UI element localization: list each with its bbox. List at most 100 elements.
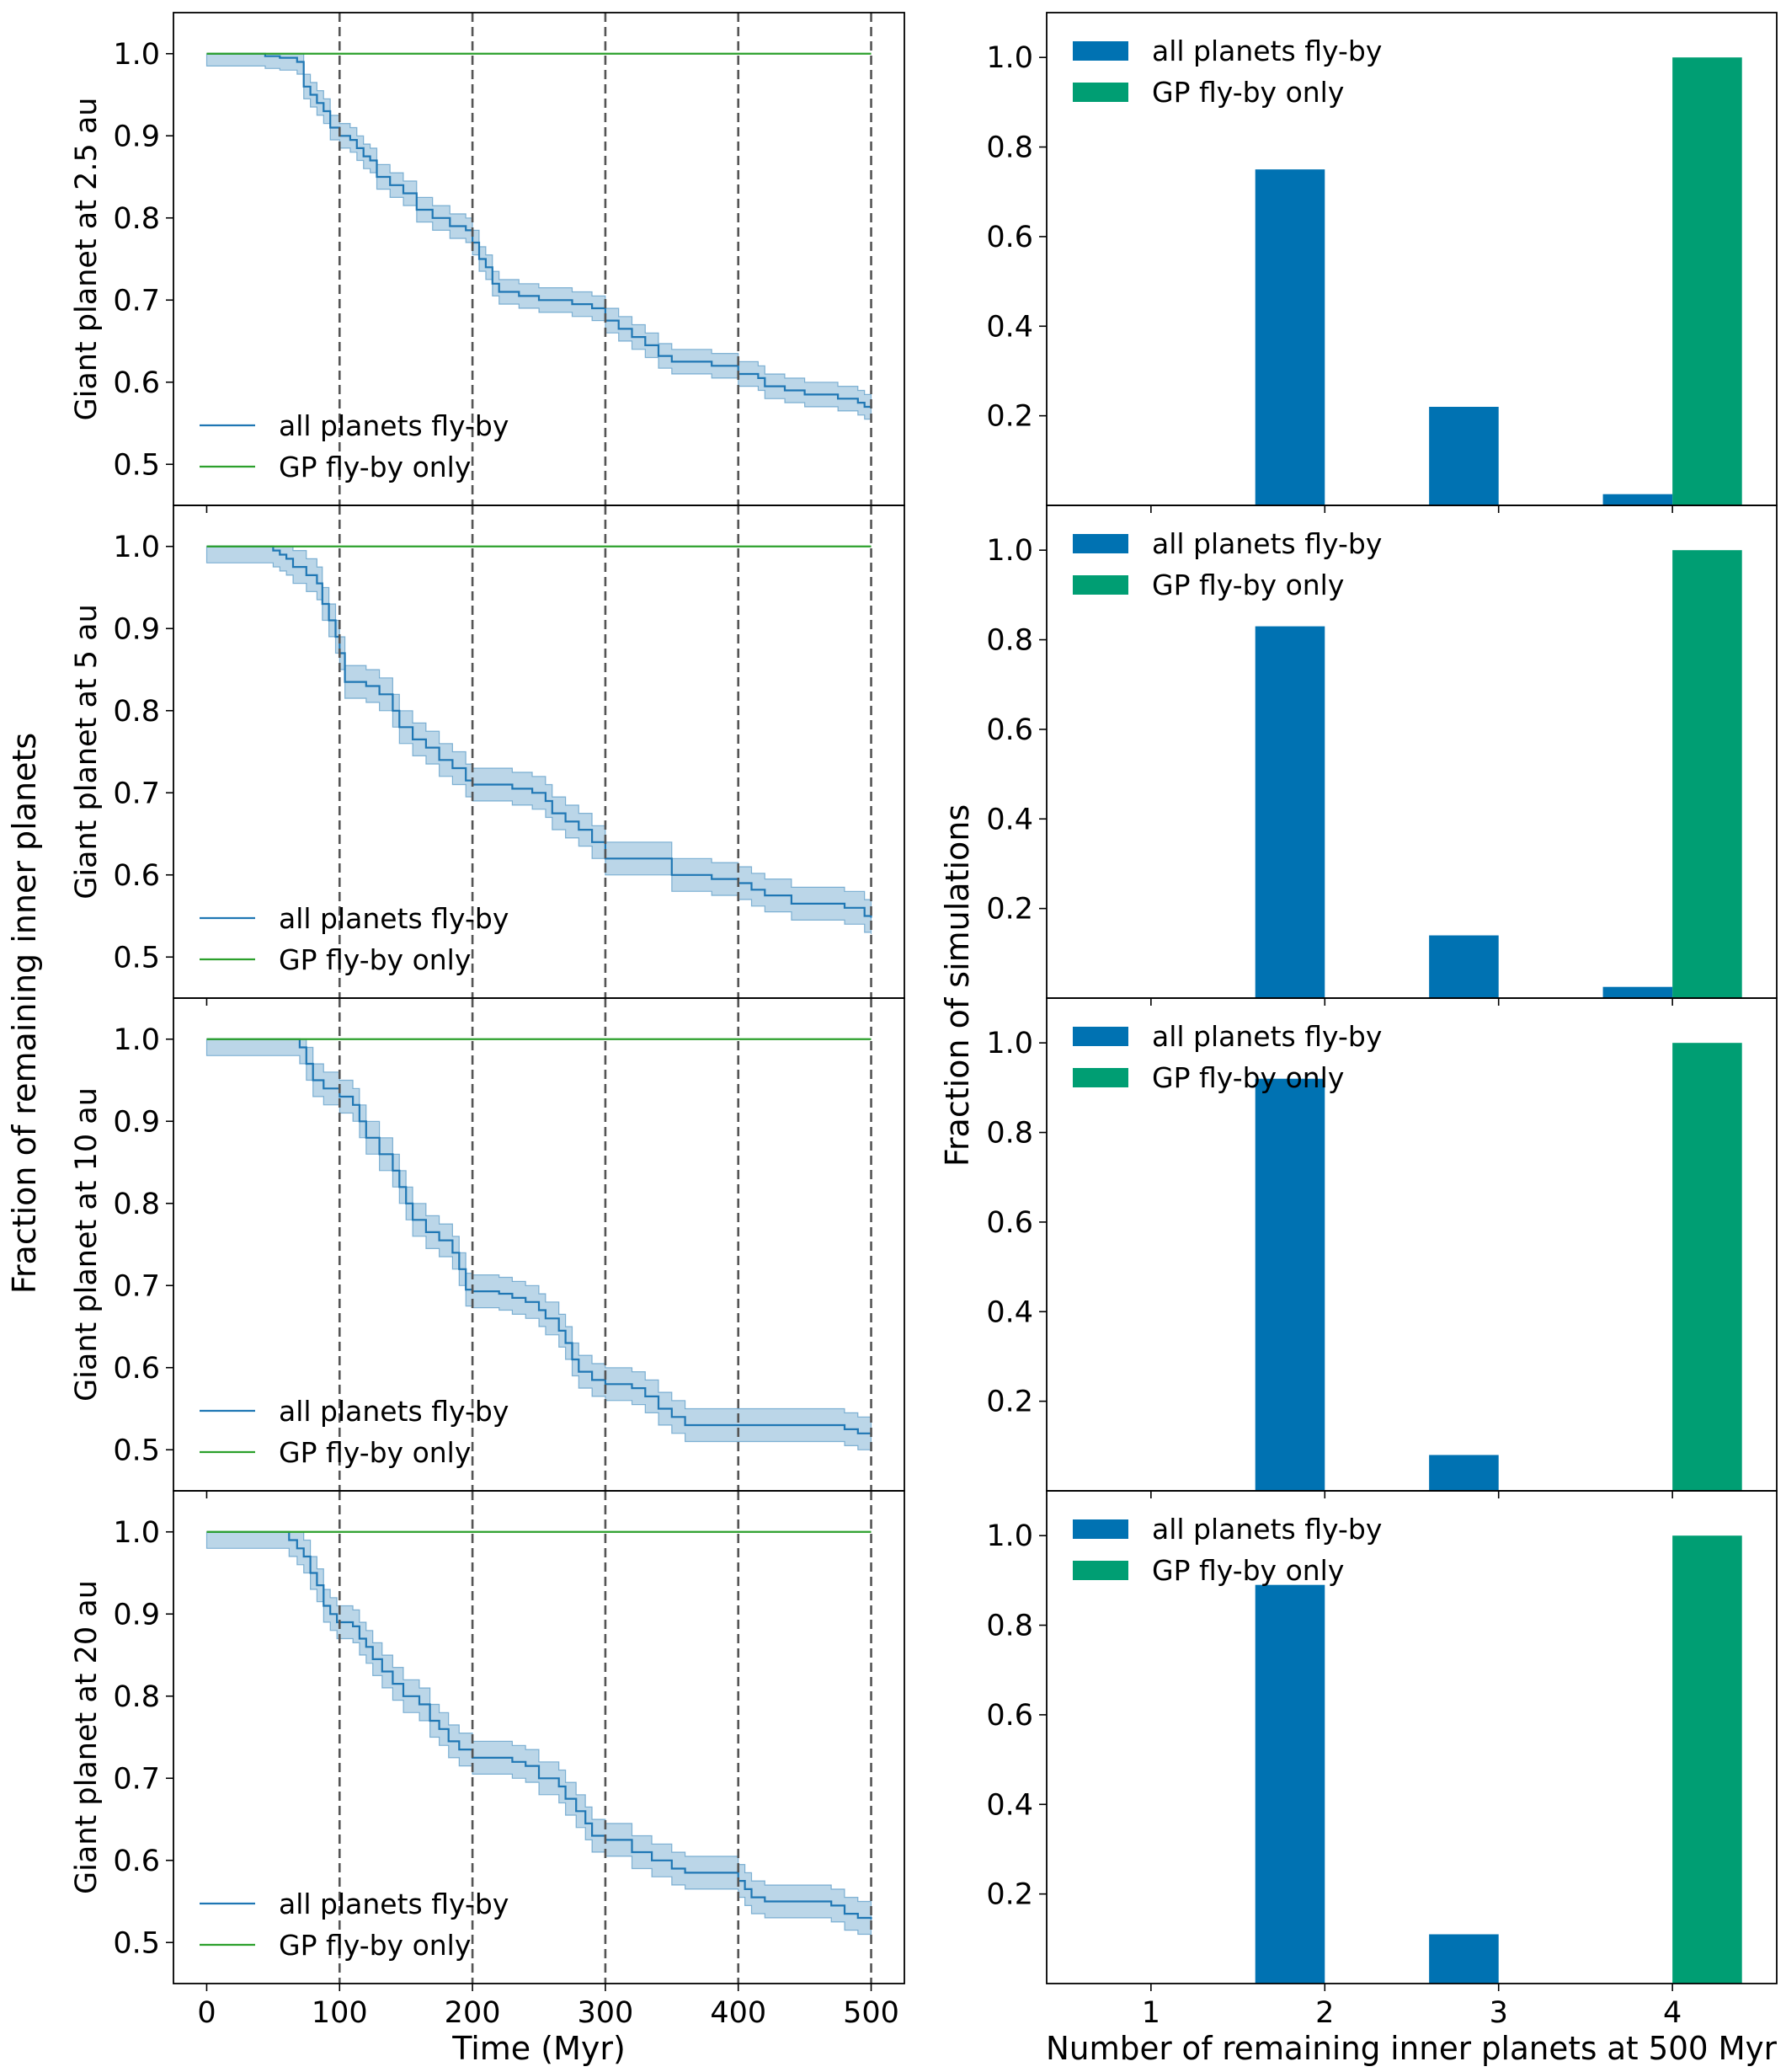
legend-label-all-planets: all planets fly-by — [1152, 35, 1382, 67]
bar-all-planets-3 — [1429, 1455, 1499, 1491]
confidence-band — [205, 1531, 872, 1936]
bar-all-planets-3 — [1429, 935, 1499, 998]
ytick-label: 0.8 — [986, 1117, 1033, 1151]
legend-line-2: all planets fly-by GP fly-by only — [200, 902, 509, 976]
xtick-label-right: 4 — [1663, 1996, 1682, 2030]
ytick-label: 1.0 — [113, 1023, 160, 1057]
left-xlabel: Time (Myr) — [451, 2030, 626, 2067]
confidence-band — [205, 53, 872, 421]
ytick-label: 0.5 — [113, 1434, 160, 1467]
ytick-label: 0.9 — [113, 1598, 160, 1631]
ytick-label: 0.8 — [113, 1680, 160, 1714]
panel-ylabel: Giant planet at 2.5 au — [70, 98, 104, 421]
legend-label-gp-only: GP fly-by only — [1152, 76, 1344, 109]
bar-all-planets-2 — [1255, 1584, 1325, 1984]
legend-line-4: all planets fly-by GP fly-by only — [200, 1888, 509, 1962]
legend-swatch-gp-only — [1073, 1068, 1128, 1087]
legend-label-gp-only: GP fly-by only — [279, 943, 471, 976]
legend-label-gp-only: GP fly-by only — [1152, 1554, 1344, 1587]
legend-bar-4: all planets fly-by GP fly-by only — [1073, 1513, 1382, 1587]
confidence-band — [205, 546, 872, 934]
bar-gp-only-4 — [1672, 1043, 1742, 1491]
ytick-label: 0.7 — [113, 284, 160, 318]
xtick-label-right: 3 — [1490, 1996, 1508, 2030]
ytick-label: 0.5 — [113, 448, 160, 482]
ytick-label: 0.8 — [986, 131, 1033, 165]
legend-label-gp-only: GP fly-by only — [279, 1929, 471, 1962]
legend-label-gp-only: GP fly-by only — [279, 1436, 471, 1469]
legend-label-all-planets: all planets fly-by — [279, 409, 509, 442]
ytick-label: 0.6 — [113, 1845, 160, 1878]
legend-swatch-all-planets — [1073, 1027, 1128, 1046]
left-shared-ylabel: Fraction of remaining inner planets — [6, 733, 43, 1294]
legend-line-3: all planets fly-by GP fly-by only — [200, 1395, 509, 1469]
ytick-label: 0.8 — [986, 624, 1033, 658]
all-planets-line — [206, 1530, 872, 1920]
ytick-label: 0.9 — [113, 612, 160, 646]
bar-panel-1: 0.2 0.4 0.6 0.8 1.0 — [986, 12, 1778, 513]
ytick-label: 0.2 — [986, 1878, 1033, 1912]
xtick-label-right: 2 — [1315, 1996, 1334, 2030]
ytick-label: 0.8 — [113, 1188, 160, 1221]
right-xlabel: Number of remaining inner planets at 500… — [1046, 2030, 1777, 2067]
line-panel-4: 0.5 0.6 0.7 0.8 0.9 1.0 Giant planet at 20 au — [70, 1490, 905, 1991]
line-panel-1: 0.5 0.6 0.7 0.8 0.9 1.0 Giant planet at 2.5 au — [70, 12, 905, 513]
ytick-label: 0.6 — [113, 859, 160, 893]
ytick-label: 0.9 — [113, 120, 160, 153]
panel-ylabel: Giant planet at 5 au — [70, 604, 104, 900]
legend-swatch-gp-only — [1073, 1561, 1128, 1580]
xtick-label-left: 400 — [710, 1996, 766, 2030]
legend-bar-1: all planets fly-by GP fly-by only — [1073, 35, 1382, 109]
ytick-label: 1.0 — [986, 41, 1033, 75]
legend-swatch-gp-only — [1073, 575, 1128, 595]
line-panel-3: 0.5 0.6 0.7 0.8 0.9 1.0 Giant planet at 10 au — [70, 997, 905, 1498]
bar-all-planets-2 — [1255, 169, 1325, 506]
bar-gp-only-4 — [1672, 57, 1742, 505]
ytick-label: 0.6 — [986, 713, 1033, 747]
ytick-label: 1.0 — [986, 1519, 1033, 1553]
confidence-band — [205, 1039, 872, 1452]
ytick-label: 0.4 — [986, 803, 1033, 836]
xtick-label-left: 200 — [445, 1996, 501, 2030]
ytick-label: 0.7 — [113, 1269, 160, 1303]
all-planets-line — [206, 52, 872, 409]
bar-all-planets-3 — [1429, 1934, 1499, 1984]
bar-panel-4: 0.2 0.4 0.6 0.8 1.0 — [986, 1490, 1778, 1991]
line-panel-2: 0.5 0.6 0.7 0.8 0.9 1.0 Giant planet at 5 au — [70, 505, 905, 1006]
panel-ylabel: Giant planet at 10 au — [70, 1087, 104, 1402]
legend-label-gp-only: GP fly-by only — [1152, 569, 1344, 601]
ytick-label: 0.5 — [113, 941, 160, 975]
legend-label-all-planets: all planets fly-by — [1152, 1513, 1382, 1546]
xtick-label-left: 500 — [843, 1996, 899, 2030]
bar-all-planets-2 — [1255, 626, 1325, 998]
xtick-label-left: 0 — [197, 1996, 216, 2030]
legend-label-gp-only: GP fly-by only — [1152, 1061, 1344, 1094]
legend-swatch-all-planets — [1073, 534, 1128, 553]
axes-frame — [173, 1490, 905, 1984]
all-planets-line — [206, 545, 872, 918]
bar-panel-3: 0.2 0.4 0.6 0.8 1.0 — [986, 997, 1778, 1498]
ytick-label: 0.6 — [986, 221, 1033, 254]
ytick-label: 0.8 — [113, 202, 160, 236]
legend-label-gp-only: GP fly-by only — [279, 451, 471, 483]
xtick-label-left: 300 — [578, 1996, 634, 2030]
legend-bar-3: all planets fly-by GP fly-by only — [1073, 1020, 1382, 1094]
legend-label-all-planets: all planets fly-by — [1152, 527, 1382, 560]
ytick-label: 1.0 — [986, 1027, 1033, 1060]
ytick-label: 1.0 — [113, 531, 160, 564]
legend-line-1: all planets fly-by GP fly-by only — [200, 409, 509, 483]
ytick-label: 0.4 — [986, 310, 1033, 344]
legend-swatch-gp-only — [1073, 83, 1128, 102]
ytick-label: 0.7 — [113, 1762, 160, 1796]
legend-label-all-planets: all planets fly-by — [279, 902, 509, 935]
axes-frame — [1046, 1490, 1778, 1984]
bar-all-planets-4 — [1602, 494, 1673, 505]
ytick-label: 0.8 — [113, 695, 160, 729]
ytick-label: 0.7 — [113, 777, 160, 810]
legend-swatch-all-planets — [1073, 1519, 1128, 1539]
bar-all-planets-3 — [1429, 407, 1499, 505]
all-planets-line — [206, 1038, 872, 1435]
ytick-label: 0.5 — [113, 1926, 160, 1960]
bar-gp-only-4 — [1672, 1535, 1742, 1984]
